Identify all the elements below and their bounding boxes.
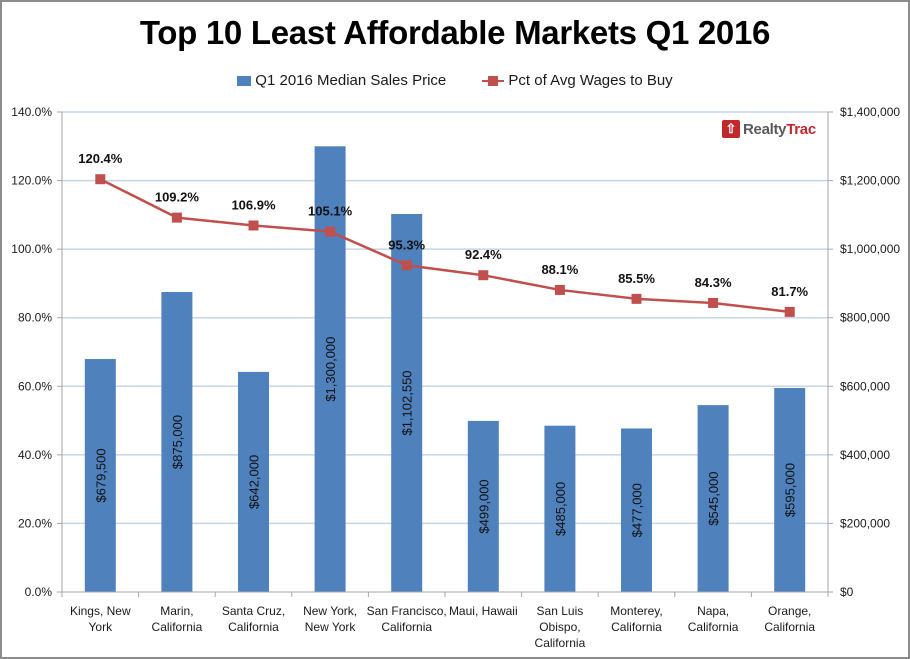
bar [774,388,806,592]
line-data-label: 105.1% [308,204,353,219]
bar-data-label: $485,000 [553,482,568,536]
x-tick-label: California [764,620,815,634]
legend-swatch-line [482,75,505,86]
bar [238,371,269,592]
y-left-tick-label: 80.0% [18,311,52,325]
bar-data-label: $545,000 [706,471,721,525]
logo-text-trac: Trac [786,120,816,138]
x-tick-label: Santa Cruz, [222,604,285,618]
legend-marker [488,75,499,86]
x-tick-label: San Luis [537,604,584,618]
chart-title: Top 10 Least Affordable Markets Q1 2016 [139,14,771,51]
logo-text: RealtyTrac [743,121,816,138]
y-right-tick-label: $1,200,000 [840,174,900,188]
realtytrac-logo: ⇧ RealtyTrac [722,120,816,138]
bar [621,428,652,592]
legend-item-pct: Pct of Avg Wages to Buy [482,72,673,89]
legend: Q1 2016 Median Sales Price Pct of Avg Wa… [0,72,910,90]
line-marker [784,306,795,317]
x-tick-label: San Francisco, [367,604,447,618]
x-tick-label: California [535,636,586,650]
y-right-tick-label: $800,000 [840,311,890,325]
line-data-label: 84.3% [695,275,732,290]
line-data-label: 95.3% [388,237,425,252]
x-tick-label: York [89,620,114,634]
line-marker [554,284,565,295]
legend-swatch-bar [237,75,252,86]
y-right-tick-label: $1,400,000 [840,105,900,119]
x-tick-label: Kings, New [70,604,131,618]
bar-data-label: $642,000 [247,455,262,509]
bar [84,359,116,592]
legend-label-pct: Pct of Avg Wages to Buy [508,72,673,89]
legend-item-price: Q1 2016 Median Sales Price [237,72,446,89]
y-right-tick-label: $600,000 [840,379,890,393]
y-right-tick-label: $400,000 [840,448,890,462]
line-data-label: 81.7% [771,284,808,299]
y-left-tick-label: 0.0% [25,585,53,599]
line-marker [631,293,642,304]
bar-data-label: $679,500 [93,448,108,502]
line-data-label: 120.4% [78,151,123,166]
x-tick-label: Obispo, [539,620,580,634]
bar [314,146,346,593]
x-tick-label: New York, [303,604,357,618]
bar-data-label: $499,000 [476,479,491,533]
legend-label-price: Q1 2016 Median Sales Price [255,72,447,89]
line-marker [95,174,106,185]
bar-data-label: $875,000 [170,415,185,469]
x-tick-label: California [381,620,432,634]
bar [697,405,729,592]
y-left-tick-label: 40.0% [18,448,52,462]
line-series [99,178,790,314]
bar-data-label: $595,000 [783,463,798,517]
bar-data-label: $1,300,000 [323,337,338,402]
line-data-label: 92.4% [465,247,502,262]
y-left-tick-label: 120.0% [11,174,52,188]
y-left-tick-label: 20.0% [18,516,52,530]
line-data-label: 85.5% [618,271,655,286]
x-tick-label: Napa, [697,604,729,618]
line-marker [325,226,336,237]
x-tick-label: Monterey, [610,604,662,618]
x-tick-label: California [228,620,279,634]
bar [161,292,193,592]
x-tick-label: Maui, Hawaii [449,604,518,618]
y-left-tick-label: 60.0% [18,379,52,393]
x-tick-label: California [688,620,739,634]
line-data-label: 106.9% [231,197,276,212]
y-right-tick-label: $0 [840,585,854,599]
bar [544,425,576,592]
bar [467,420,499,592]
line-marker [708,297,719,308]
bar-data-label: $477,000 [630,483,645,537]
line-marker [478,270,489,281]
line-marker [248,220,259,231]
line-marker [401,260,412,271]
x-tick-label: California [611,620,662,634]
y-right-tick-label: $1,000,000 [840,242,900,256]
line-data-label: 88.1% [541,262,578,277]
x-tick-label: California [152,620,203,634]
y-left-tick-label: 140.0% [11,105,52,119]
line-marker [171,212,182,223]
line-data-label: 109.2% [155,190,200,205]
x-tick-label: Orange, [768,604,811,618]
bar [391,213,423,593]
bar-data-label: $1,102,550 [400,370,415,435]
x-tick-label: New York [305,620,357,634]
house-icon: ⇧ [722,120,740,138]
logo-text-realty: Realty [743,120,787,138]
y-right-tick-label: $200,000 [840,516,890,530]
y-left-tick-label: 100.0% [11,242,52,256]
x-tick-label: Marin, [160,604,193,618]
